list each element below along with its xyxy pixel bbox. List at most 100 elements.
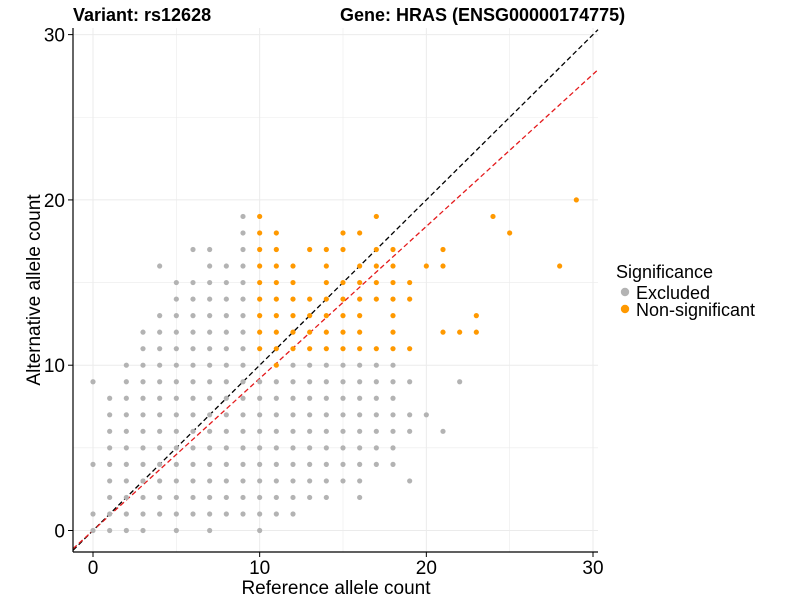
point-non-significant	[273, 346, 279, 352]
point-non-significant	[340, 279, 346, 286]
point-non-significant	[273, 296, 279, 302]
point-excluded	[290, 428, 296, 434]
x-axis-title: Reference allele count	[241, 578, 431, 599]
x-tick-label: 20	[416, 558, 437, 579]
variant-title: Variant: rs12628	[73, 5, 211, 25]
point-excluded	[190, 494, 196, 501]
point-excluded	[207, 313, 213, 319]
point-excluded	[207, 346, 213, 352]
legend-label-excluded: Excluded	[636, 283, 710, 303]
point-excluded	[123, 511, 129, 517]
reference-lines	[72, 29, 599, 551]
point-excluded	[140, 461, 146, 467]
point-excluded	[273, 478, 279, 484]
point-non-significant	[390, 329, 396, 335]
point-non-significant	[390, 263, 396, 269]
point-excluded	[240, 313, 246, 319]
point-excluded	[90, 379, 96, 385]
point-non-significant	[440, 329, 446, 335]
point-excluded	[190, 379, 196, 385]
point-excluded	[173, 461, 179, 467]
point-excluded	[323, 445, 329, 451]
point-excluded	[340, 445, 346, 451]
point-non-significant	[257, 346, 263, 352]
point-excluded	[340, 379, 346, 385]
point-excluded	[390, 395, 396, 401]
point-excluded	[123, 362, 129, 368]
legend-swatch-excluded	[620, 287, 630, 297]
point-non-significant	[340, 346, 346, 352]
data-points	[90, 197, 579, 534]
point-non-significant	[290, 279, 296, 286]
point-excluded	[290, 494, 296, 501]
point-excluded	[240, 478, 246, 484]
point-excluded	[157, 428, 163, 434]
point-excluded	[207, 461, 213, 467]
point-excluded	[157, 478, 163, 484]
legend-title: Significance	[616, 262, 713, 282]
point-excluded	[173, 445, 179, 451]
point-excluded	[140, 346, 146, 352]
point-excluded	[257, 494, 263, 501]
point-excluded	[157, 263, 163, 269]
point-non-significant	[507, 230, 513, 236]
point-non-significant	[473, 313, 479, 319]
point-excluded	[290, 395, 296, 401]
point-excluded	[223, 263, 229, 269]
point-excluded	[123, 395, 129, 401]
point-excluded	[390, 428, 396, 434]
point-excluded	[357, 395, 363, 401]
point-excluded	[123, 379, 129, 385]
point-excluded	[273, 511, 279, 517]
point-non-significant	[357, 230, 363, 236]
point-non-significant	[440, 246, 446, 253]
point-excluded	[457, 379, 463, 385]
point-non-significant	[407, 346, 413, 352]
point-non-significant	[273, 279, 279, 286]
point-excluded	[240, 511, 246, 517]
point-non-significant	[307, 329, 313, 335]
point-non-significant	[373, 246, 379, 253]
point-excluded	[373, 412, 379, 418]
point-excluded	[257, 511, 263, 517]
point-excluded	[240, 246, 246, 253]
point-excluded	[157, 329, 163, 335]
point-excluded	[140, 395, 146, 401]
point-excluded	[190, 511, 196, 517]
point-excluded	[140, 494, 146, 501]
point-non-significant	[373, 263, 379, 269]
point-excluded	[357, 445, 363, 451]
point-non-significant	[290, 329, 296, 335]
y-tick-label: 0	[54, 522, 65, 543]
point-excluded	[240, 346, 246, 352]
point-non-significant	[307, 296, 313, 302]
point-excluded	[340, 362, 346, 368]
point-non-significant	[323, 263, 329, 269]
point-excluded	[173, 412, 179, 418]
point-non-significant	[273, 362, 279, 368]
point-excluded	[357, 362, 363, 368]
point-excluded	[323, 379, 329, 385]
point-excluded	[223, 362, 229, 368]
point-excluded	[223, 494, 229, 501]
point-non-significant	[257, 296, 263, 302]
axis-ticks: 0 10 20 30 0 10 20 30	[44, 26, 604, 579]
point-excluded	[323, 395, 329, 401]
point-excluded	[173, 329, 179, 335]
point-excluded	[307, 412, 313, 418]
point-excluded	[257, 461, 263, 467]
point-excluded	[173, 379, 179, 385]
point-excluded	[257, 395, 263, 401]
point-excluded	[223, 445, 229, 451]
point-non-significant	[357, 279, 363, 286]
point-non-significant	[373, 213, 379, 220]
point-excluded	[123, 494, 129, 501]
point-non-significant	[273, 329, 279, 335]
point-excluded	[257, 412, 263, 418]
point-excluded	[157, 362, 163, 368]
point-non-significant	[390, 313, 396, 319]
point-non-significant	[357, 296, 363, 302]
point-non-significant	[323, 296, 329, 302]
y-tick-label: 10	[44, 356, 65, 377]
point-non-significant	[390, 279, 396, 286]
